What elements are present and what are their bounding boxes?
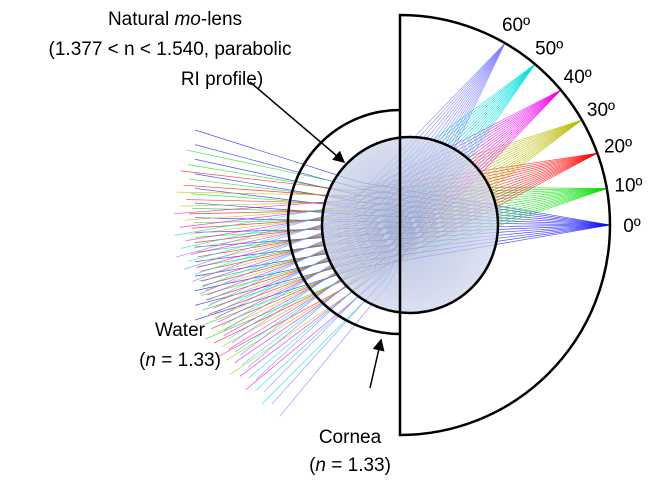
angle-label: 0º <box>623 216 641 237</box>
water-index: (n = 1.33) <box>139 350 221 371</box>
lens-arrow <box>250 82 344 162</box>
cornea-index: (n = 1.33) <box>309 455 391 476</box>
diagram: Natural mo-lens (1.377 < n < 1.540, para… <box>0 0 651 482</box>
angle-label: 60º <box>502 15 530 36</box>
cornea-label: Cornea <box>319 427 382 448</box>
water-label: Water <box>155 320 206 341</box>
lens-label-line: (1.377 < n < 1.540, parabolic <box>49 39 292 60</box>
cornea-arrow <box>370 340 381 388</box>
angle-label: 20º <box>604 137 632 158</box>
lens <box>322 137 498 313</box>
lens-label-line: RI profile) <box>181 69 263 90</box>
angle-label: 40º <box>564 67 592 88</box>
angle-label: 50º <box>535 38 563 59</box>
angle-label: 30º <box>587 100 615 121</box>
angle-label: 10º <box>614 176 642 197</box>
lens-label: Natural mo-lens <box>108 9 242 30</box>
